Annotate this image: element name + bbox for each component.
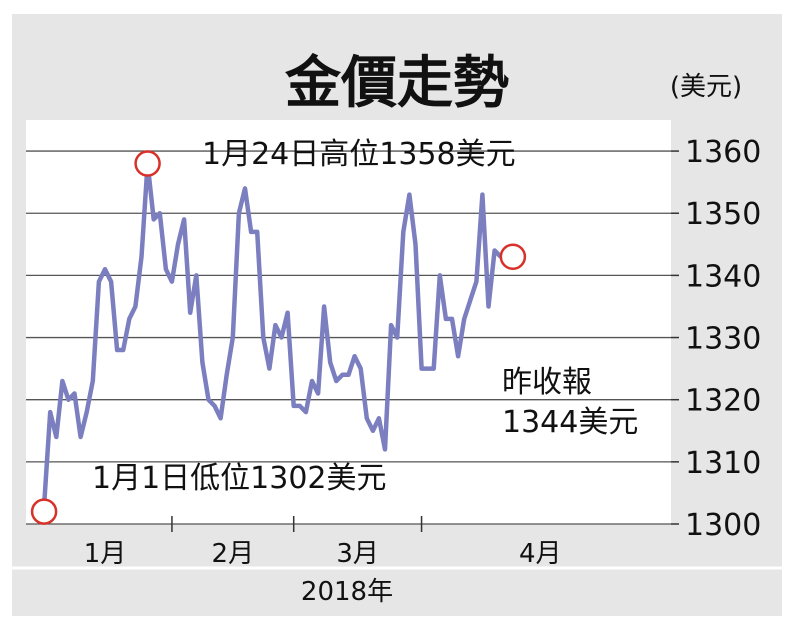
year-label: 2018年 (301, 577, 393, 607)
x-tick-label: 4月 (519, 539, 562, 569)
x-tick-labels: 1月 2月 3月 4月 (84, 539, 562, 569)
annotation-high: 1月24日高位1358美元 (202, 137, 516, 172)
grid-lines (26, 150, 679, 532)
plot-area (26, 120, 671, 524)
y-tick-label: 1320 (685, 384, 761, 419)
chart-title: 金價走勢 (284, 50, 509, 116)
gold-price-chart: 金價走勢 (美元) 1300 1310 1320 1330 1340 1350 1360 1… (12, 50, 782, 607)
y-tick-label: 1350 (685, 197, 761, 232)
annotation-marker (134, 150, 161, 177)
unit-label: (美元) (670, 72, 742, 102)
x-tick-label: 1月 (84, 539, 127, 569)
annotation-markers (30, 150, 527, 525)
y-tick-label: 1340 (685, 259, 761, 294)
x-tick-label: 3月 (336, 539, 379, 569)
annotation-close-line1: 昨收報 (502, 365, 592, 400)
x-tick-label: 2月 (212, 539, 255, 569)
annotation-marker (30, 498, 58, 525)
series-line (35, 161, 503, 508)
y-tick-label: 1360 (685, 135, 761, 170)
y-tick-label: 1310 (685, 446, 761, 481)
chart-figure: 金價走勢 (美元) 1300 1310 1320 1330 1340 1350 1360 1… (12, 14, 782, 616)
annotation-close-line2: 1344美元 (502, 405, 638, 440)
annotation-marker (499, 243, 527, 270)
annotation-low: 1月1日低位1302美元 (92, 461, 387, 496)
y-tick-label: 1300 (685, 508, 761, 543)
y-tick-label: 1330 (685, 322, 761, 357)
y-tick-labels: 1300 1310 1320 1330 1340 1350 1360 (685, 135, 761, 543)
series-line-layer (35, 161, 503, 508)
